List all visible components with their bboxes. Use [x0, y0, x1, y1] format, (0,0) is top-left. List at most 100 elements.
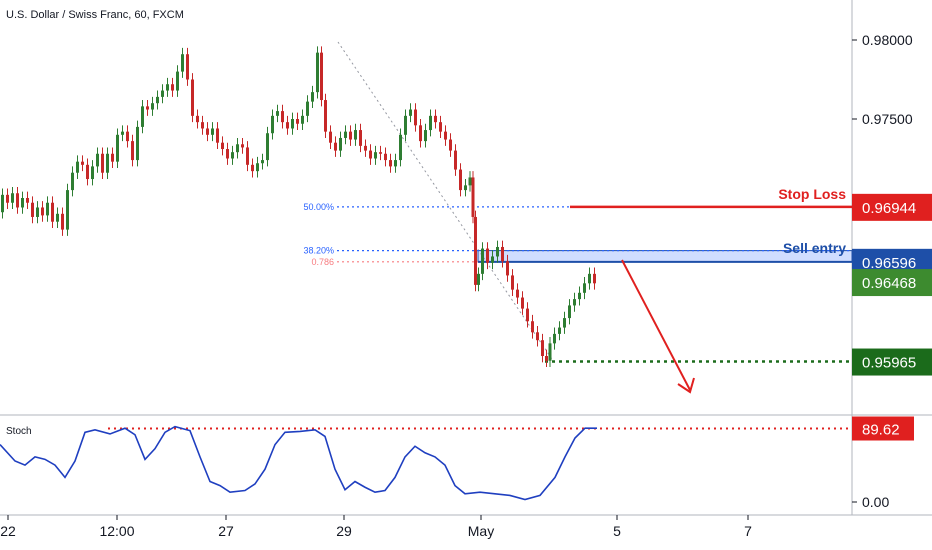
candle-body: [201, 122, 204, 129]
candle-body: [211, 128, 214, 135]
price-badge: [852, 348, 932, 376]
candle-body: [6, 194, 9, 203]
candle-body: [26, 198, 29, 203]
time-tick-label: 12:00: [99, 523, 134, 539]
price-badge-value: 0.96596: [862, 255, 916, 272]
candle-body: [521, 297, 524, 309]
candle-body: [496, 246, 499, 257]
candle-body: [101, 153, 104, 173]
candle-body: [516, 289, 519, 298]
candle-body: [359, 130, 362, 146]
candle-body: [271, 115, 274, 134]
candle-body: [121, 131, 124, 135]
candle-body: [246, 147, 249, 165]
candle-body: [96, 153, 99, 167]
candle-body: [324, 100, 327, 132]
price-badge-value: 0.96468: [862, 275, 916, 292]
candle-body: [334, 142, 337, 151]
stoch-badge: [852, 416, 914, 441]
time-tick-label: 29: [336, 523, 352, 539]
candle-body: [126, 131, 129, 142]
candle-body: [320, 52, 323, 101]
candle-body: [36, 207, 39, 217]
candle-body: [61, 213, 64, 230]
candle-body: [583, 283, 586, 293]
time-tick-label: 7: [744, 523, 752, 539]
candle-body: [477, 273, 480, 285]
candle-body: [306, 101, 309, 116]
stoch-label: Stoch: [6, 426, 32, 437]
candle-body: [419, 125, 422, 142]
candle-body: [181, 54, 184, 72]
candle-body: [434, 115, 437, 123]
candle-body: [76, 161, 79, 173]
candle-body: [468, 177, 472, 186]
candle-body: [563, 318, 566, 328]
stoch-pane: [0, 425, 852, 501]
candle-body: [146, 106, 149, 110]
candle-body: [176, 71, 179, 91]
candle-body: [588, 273, 591, 284]
candle-body: [291, 119, 294, 129]
candle-body: [491, 256, 494, 263]
candle-body: [424, 130, 427, 142]
candle-body: [329, 131, 332, 143]
candle-body: [256, 163, 259, 172]
candle-body: [66, 190, 69, 230]
candle-body: [481, 248, 484, 274]
candle-body: [191, 79, 194, 116]
candle-body: [46, 202, 49, 216]
stop-loss-annotation: Stop Loss: [778, 186, 846, 202]
candle-body: [578, 292, 581, 300]
candle-body: [506, 261, 509, 276]
candle-body: [116, 134, 119, 162]
fib-label: 50.00%: [303, 202, 334, 212]
price-badge-value: 0.96944: [862, 200, 916, 217]
projection-arrow-head: [677, 377, 695, 394]
stoch-k-line: [0, 425, 597, 501]
candle-body: [91, 166, 94, 180]
candle-body: [231, 152, 234, 159]
price-badge: [852, 193, 932, 221]
candle-body: [439, 122, 442, 132]
candle-body: [541, 340, 544, 356]
candle-body: [261, 160, 264, 164]
candle-body: [486, 248, 489, 263]
candle-body: [429, 115, 432, 131]
candle-body: [196, 115, 199, 123]
stoch-tick-label: 0.00: [862, 494, 889, 510]
candle-body: [501, 246, 504, 262]
price-badge-value: 0.95965: [862, 355, 916, 372]
price-tick-label: 0.97500: [862, 111, 913, 127]
time-tick-label: May: [468, 523, 494, 539]
time-axis: 22 12:00 27 29 May 5 7: [0, 515, 752, 539]
candle-body: [454, 150, 457, 170]
candle-body: [374, 152, 377, 159]
candle-body: [106, 153, 109, 173]
candle-body: [531, 321, 534, 333]
sell-entry-annotation: Sell entry: [783, 240, 846, 256]
price-tick-label: 0.98000: [862, 32, 913, 48]
candle-body: [161, 90, 164, 97]
candle-body: [394, 160, 397, 167]
candle-body: [379, 152, 382, 154]
candle-body: [511, 275, 514, 290]
projection-arrow-line: [621, 259, 691, 391]
candle-body: [1, 194, 4, 213]
time-tick-label: 5: [613, 523, 621, 539]
candle-body: [31, 202, 34, 217]
candle-body: [316, 52, 319, 93]
candle-body: [464, 185, 467, 191]
candle-body: [399, 134, 402, 161]
candle-body: [11, 193, 14, 203]
candle-body: [389, 160, 392, 167]
candle-body: [206, 128, 209, 135]
candle-body: [166, 84, 169, 91]
fib-label: 38.20%: [303, 246, 334, 256]
candle-body: [536, 332, 539, 341]
chart-title: U.S. Dollar / Swiss Franc, 60, FXCM: [6, 9, 184, 21]
candle-body: [449, 139, 452, 151]
candle-body: [141, 106, 144, 127]
candle-body: [414, 109, 417, 126]
